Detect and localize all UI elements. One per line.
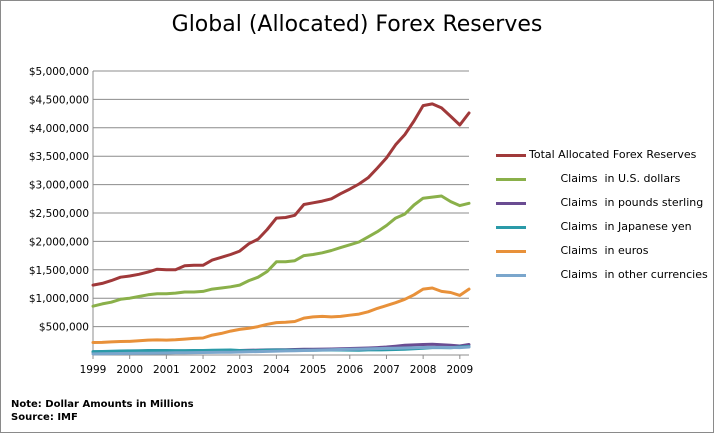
x-tick-label: 2001	[153, 364, 180, 376]
x-tick-label: 2008	[410, 364, 437, 376]
y-axis-tick-labels: $500,000 $1,000,000 $1,500,000 $2,000,000 $2…	[29, 66, 89, 334]
y-tick-label: $4,500,000	[29, 94, 89, 106]
series-line-5	[91, 345, 471, 356]
series-line-1	[91, 194, 471, 308]
gridlines	[93, 70, 469, 328]
axes	[92, 71, 469, 359]
x-tick-label: 2005	[300, 364, 327, 376]
source-line: Source: IMF	[11, 412, 78, 423]
x-tick-label: 2007	[373, 364, 400, 376]
x-tick-label: 2004	[263, 364, 290, 376]
y-tick-label: $3,500,000	[29, 151, 89, 163]
legend-label: Total Allocated Forex Reserves	[529, 148, 697, 161]
y-tick-label: $1,500,000	[29, 265, 89, 277]
y-tick-label: $4,000,000	[29, 123, 89, 135]
y-tick-label: $500,000	[39, 322, 89, 334]
legend-label: Claims in pounds sterling	[529, 196, 704, 209]
legend-swatch	[496, 274, 526, 277]
legend-label: Claims in U.S. dollars	[529, 172, 681, 185]
legend-swatch	[496, 250, 526, 253]
legend-swatch	[496, 178, 526, 181]
legend-swatch	[496, 226, 526, 229]
series-line-4	[91, 286, 471, 344]
y-tick-label: $2,000,000	[29, 236, 89, 248]
y-tick-label: $5,000,000	[29, 66, 89, 78]
y-tick-label: $3,000,000	[29, 180, 89, 192]
legend-label: Claims in euros	[529, 244, 649, 257]
x-tick-label: 2000	[116, 364, 143, 376]
legend-swatch	[496, 202, 526, 205]
x-tick-label: 1999	[80, 364, 107, 376]
series-lines	[91, 102, 471, 356]
series-line-0	[91, 102, 471, 287]
x-tick-label: 2003	[226, 364, 253, 376]
chart-note: Note: Dollar Amounts in Millions Source:…	[11, 398, 194, 424]
chart-title: Global (Allocated) Forex Reserves	[171, 12, 543, 37]
y-tick-label: $1,000,000	[29, 293, 89, 305]
x-tick-label: 2006	[336, 364, 363, 376]
x-tick-label: 2002	[190, 364, 217, 376]
x-tick-label: 2009	[446, 364, 473, 376]
legend-swatch	[496, 154, 526, 157]
y-tick-label: $2,500,000	[29, 208, 89, 220]
legend-label: Claims in Japanese yen	[529, 220, 692, 233]
x-axis-tick-labels: 1999 2000 2001 2002 2003 2004 2005 2006 2007 2008…	[80, 364, 474, 376]
note-line: Note: Dollar Amounts in Millions	[11, 399, 194, 410]
legend-label: Claims in other currencies	[529, 268, 708, 281]
